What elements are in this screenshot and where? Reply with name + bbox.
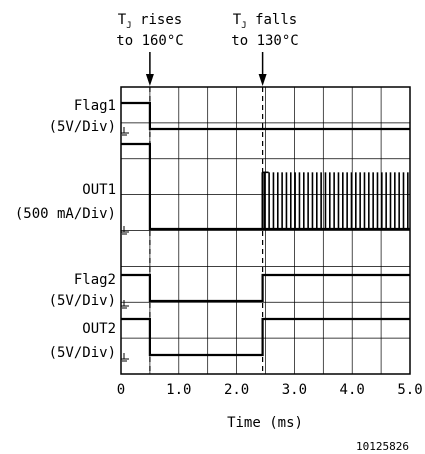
traces: [121, 101, 410, 357]
annotation-rises-line2: to 160°C: [116, 33, 183, 49]
trace-out1: [121, 142, 264, 231]
annotation-arrow-head: [145, 74, 154, 86]
plot-grid: [121, 87, 410, 374]
ground-icon: [121, 300, 129, 309]
x-tick-label: 0: [117, 382, 125, 398]
x-axis-label: Time (ms): [227, 415, 303, 431]
ground-icon: [121, 226, 129, 235]
x-tick-label: 3.0: [282, 382, 307, 398]
annotation-rises-tail: rises: [132, 12, 183, 28]
ground-icon: [121, 127, 129, 136]
annotation-arrow-head: [258, 74, 267, 86]
event-markers: [149, 87, 264, 374]
annotation-rises-t: T: [118, 12, 127, 28]
x-tick-label: 1.0: [166, 382, 191, 398]
ground-markers: [121, 127, 129, 362]
label-out2: OUT2: [82, 321, 116, 337]
label-out2-scale: (5V/Div): [49, 345, 116, 361]
label-flag2: Flag2: [74, 272, 116, 288]
x-tick-label: 5.0: [397, 382, 422, 398]
label-flag1: Flag1: [74, 98, 116, 114]
annotation-rises-line1: TJ rises: [118, 12, 182, 31]
annotation-falls-tail: falls: [247, 12, 298, 28]
trace-out2: [121, 317, 410, 357]
label-out1-scale: (500 mA/Div): [15, 206, 116, 222]
label-flag2-scale: (5V/Div): [49, 293, 116, 309]
annotation-rises-sub: J: [126, 21, 131, 31]
annotation-falls: TJ falls to 130°C: [231, 12, 298, 49]
annotation-falls-line2: to 130°C: [231, 33, 298, 49]
ground-icon: [121, 353, 129, 362]
annotation-rises: TJ rises to 160°C: [116, 12, 183, 49]
label-flag1-scale: (5V/Div): [49, 119, 116, 135]
trace-flag1: [121, 101, 410, 131]
x-tick-label: 4.0: [340, 382, 365, 398]
trace-flag2: [121, 273, 410, 303]
annotation-falls-sub: J: [241, 21, 246, 31]
x-tick-labels: 0 1.0 2.0 3.0 4.0 5.0: [117, 382, 423, 398]
figure-id: 10125826: [356, 440, 409, 453]
annotation-falls-t: T: [233, 12, 242, 28]
annotation-falls-line1: TJ falls: [233, 12, 297, 31]
plot-frame: [120, 86, 411, 375]
annotation-arrows: [145, 52, 267, 86]
x-tick-label: 2.0: [224, 382, 249, 398]
label-out1: OUT1: [82, 182, 116, 198]
trace-out1-pulses: [262, 171, 410, 231]
